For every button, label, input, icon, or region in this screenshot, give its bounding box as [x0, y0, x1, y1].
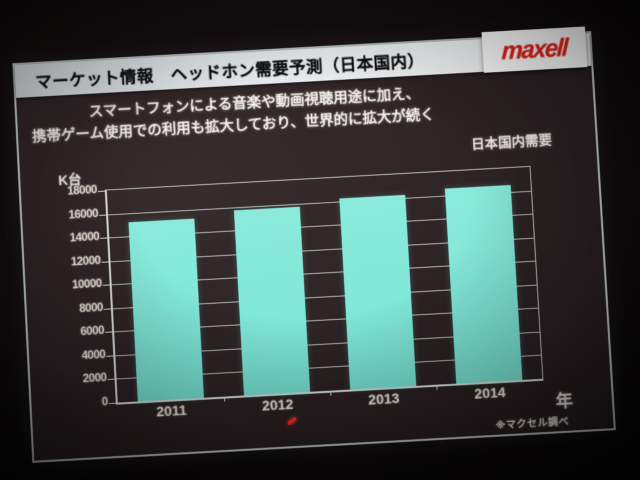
- y-axis-tick-label: 4000: [81, 348, 106, 363]
- maxell-logo-box: maxell: [481, 26, 588, 73]
- y-axis-tick: [105, 331, 113, 334]
- y-axis-tick: [99, 214, 107, 216]
- y-axis-tick: [103, 308, 111, 310]
- x-axis-tick: [436, 384, 438, 390]
- y-axis-tick: [108, 402, 116, 405]
- bar-2011: [128, 218, 204, 402]
- x-axis-label-2013: 2013: [367, 389, 400, 408]
- x-axis-label-2011: 2011: [155, 401, 188, 420]
- y-axis-tick: [100, 237, 108, 239]
- y-axis-tick-label: 18000: [67, 184, 98, 198]
- y-axis-tick: [107, 379, 115, 381]
- bar-2013: [339, 195, 417, 390]
- x-axis-label-2012: 2012: [261, 395, 294, 414]
- y-axis-tick-label: 16000: [68, 207, 99, 222]
- bar-2014: [444, 184, 523, 384]
- y-axis-tick-label: 6000: [80, 325, 105, 339]
- x-axis-tick: [223, 396, 226, 402]
- y-axis-tick: [102, 284, 110, 287]
- slide-title: マーケット情報 ヘッドホン需要予測（日本国内）: [34, 51, 425, 92]
- presentation-slide: マーケット情報 ヘッドホン需要予測（日本国内） maxell スマートフォンによ…: [12, 26, 616, 463]
- y-axis-tick: [106, 355, 114, 357]
- y-axis-tick: [97, 190, 105, 193]
- y-axis-tick-label: 14000: [69, 231, 100, 245]
- bar-2012: [233, 206, 311, 396]
- x-axis-label-2014: 2014: [473, 383, 507, 402]
- x-axis-unit-label: 年: [555, 391, 574, 412]
- y-axis-tick-label: 10000: [71, 278, 102, 292]
- y-axis-tick: [101, 261, 109, 263]
- x-axis-tick: [330, 390, 332, 396]
- y-axis-tick-label: 8000: [78, 301, 104, 315]
- plot-area: 0 2000 4000 6000 8000 10000 12000 14000 16000 180…: [67, 165, 544, 420]
- source-footnote: ※マクセル調べ: [495, 416, 570, 432]
- y-axis-tick-label: 2000: [82, 372, 107, 386]
- series-label: 日本国内需要: [470, 132, 553, 153]
- y-axis-tick-label: 12000: [70, 254, 101, 269]
- y-axis-tick-label: 0: [101, 396, 109, 409]
- maxell-logo: maxell: [501, 33, 568, 66]
